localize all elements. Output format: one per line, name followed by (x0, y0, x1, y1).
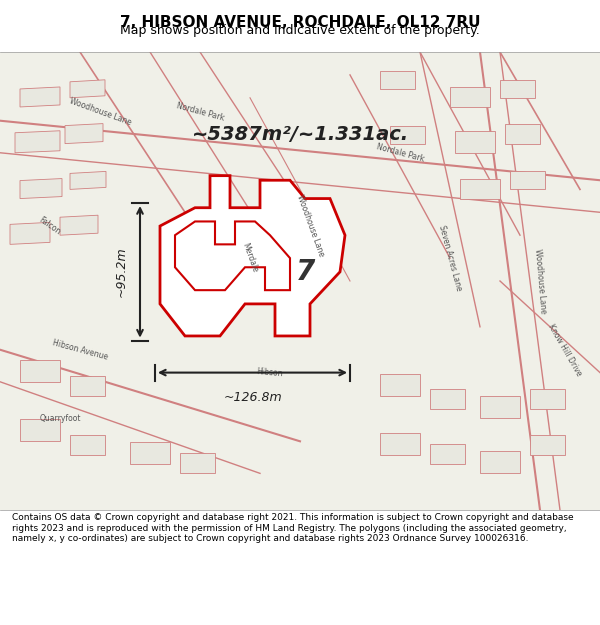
Polygon shape (70, 171, 106, 189)
Polygon shape (505, 124, 540, 144)
Polygon shape (380, 71, 415, 89)
Text: ~5387m²/~1.331ac.: ~5387m²/~1.331ac. (191, 125, 409, 144)
Polygon shape (390, 126, 425, 144)
Polygon shape (455, 131, 495, 152)
Text: Falcon: Falcon (37, 216, 62, 237)
Text: Quarryfoot: Quarryfoot (39, 414, 81, 423)
Text: 7, HIBSON AVENUE, ROCHDALE, OL12 7RU: 7, HIBSON AVENUE, ROCHDALE, OL12 7RU (120, 14, 480, 29)
Text: Contains OS data © Crown copyright and database right 2021. This information is : Contains OS data © Crown copyright and d… (12, 514, 574, 543)
Polygon shape (70, 80, 105, 98)
Polygon shape (500, 80, 535, 98)
Polygon shape (130, 442, 170, 464)
Text: Hibson: Hibson (256, 367, 284, 378)
Text: Woodhouse Lane: Woodhouse Lane (533, 248, 547, 314)
Polygon shape (10, 222, 50, 244)
Polygon shape (380, 374, 420, 396)
Polygon shape (380, 433, 420, 455)
Text: ~126.8m: ~126.8m (223, 391, 282, 404)
Text: 7: 7 (295, 258, 314, 286)
Text: Seven Acres Lane: Seven Acres Lane (437, 224, 463, 292)
Polygon shape (65, 124, 103, 144)
Polygon shape (20, 360, 60, 382)
Text: Woodhouse Lane: Woodhouse Lane (68, 96, 132, 127)
Polygon shape (530, 435, 565, 455)
Text: ~95.2m: ~95.2m (115, 246, 128, 297)
Polygon shape (20, 179, 62, 199)
Text: Nordale Park: Nordale Park (375, 142, 425, 164)
Polygon shape (60, 215, 98, 235)
Text: Map shows position and indicative extent of the property.: Map shows position and indicative extent… (120, 24, 480, 38)
Text: Know Hill Drive: Know Hill Drive (547, 322, 584, 378)
Polygon shape (180, 453, 215, 473)
Polygon shape (70, 435, 105, 455)
Polygon shape (430, 444, 465, 464)
Polygon shape (20, 419, 60, 441)
Text: Hibson Avenue: Hibson Avenue (52, 338, 109, 361)
Polygon shape (15, 131, 60, 152)
Polygon shape (20, 87, 60, 107)
Text: Nordale Park: Nordale Park (175, 101, 225, 122)
Text: Woodhouse Lane: Woodhouse Lane (295, 194, 325, 258)
Polygon shape (460, 179, 500, 199)
Text: Merdale: Merdale (241, 242, 260, 274)
Polygon shape (450, 87, 490, 107)
Polygon shape (510, 171, 545, 189)
Polygon shape (480, 451, 520, 473)
Polygon shape (430, 389, 465, 409)
Polygon shape (70, 376, 105, 396)
Polygon shape (160, 176, 345, 336)
Polygon shape (530, 389, 565, 409)
Polygon shape (480, 396, 520, 418)
